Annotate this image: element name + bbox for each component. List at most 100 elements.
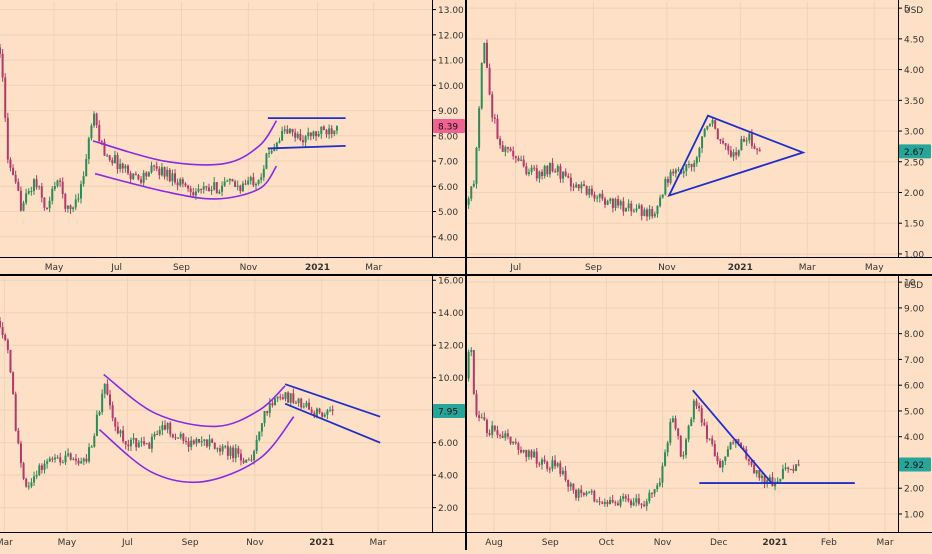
candle-body [98, 411, 101, 415]
candle-body [155, 166, 158, 169]
candle-body [609, 499, 612, 505]
candle-body [72, 207, 75, 210]
time-tick-label: Nov [654, 538, 672, 548]
candle-body [792, 468, 795, 471]
candle-body [548, 162, 551, 175]
candle-body [619, 498, 622, 506]
candle-body [158, 430, 161, 435]
chart-svg-top-left[interactable]: 4.00 5.00 6.00 7.00 8.00 9.00 10.00 11.00 12.00 1… [0, 0, 466, 275]
candle-body [252, 177, 255, 186]
candle-body [171, 434, 174, 438]
candle-body [755, 470, 758, 474]
candle-body [300, 398, 303, 408]
candle-body [25, 478, 28, 487]
candle-body [187, 441, 190, 447]
chart-pane-bottom-right[interactable]: 1.002.003.004.005.006.007.008.009.0010US… [465, 275, 932, 550]
candle-body [177, 437, 180, 439]
candle-body [729, 150, 732, 157]
chart-pane-top-right[interactable]: 1.00 1.50 2.00 2.50 3.00 3.50 4.00 4.50 5 USD 2.67… [465, 0, 932, 275]
pattern-line-3[interactable] [267, 145, 346, 150]
candle-body [656, 485, 659, 490]
candle-body [674, 169, 677, 174]
candle-body [596, 197, 599, 199]
candle-body [643, 504, 646, 507]
candle-body [43, 197, 46, 208]
candle-body [265, 153, 268, 169]
time-tick-label: Sep [173, 263, 190, 273]
price-tick-label: 14.00 [438, 309, 464, 319]
candle-body [51, 188, 54, 201]
candle-body [724, 143, 727, 146]
chart-svg-bottom-right[interactable]: 1.002.003.004.005.006.007.008.009.0010US… [465, 275, 932, 550]
pattern-line-0[interactable] [103, 373, 286, 428]
candle-body [202, 186, 205, 190]
candle-body [134, 173, 137, 176]
candle-body [153, 433, 156, 437]
candle-body [4, 77, 7, 118]
candle-body [132, 438, 135, 440]
candle-body [478, 415, 481, 418]
pattern-line-0[interactable] [92, 120, 278, 166]
candle-body [719, 461, 722, 468]
time-tick-label: Sep [585, 263, 602, 273]
candle-body [80, 461, 83, 464]
pattern-line-0[interactable] [692, 389, 774, 485]
price-tick-label: 13.00 [438, 6, 464, 16]
candle-body [692, 400, 695, 420]
pattern-line-1[interactable] [98, 416, 295, 484]
time-tick-label: Jul [110, 263, 122, 273]
candle-body [787, 467, 790, 470]
candle-body [95, 414, 98, 436]
candle-body [645, 501, 648, 507]
candle-body [653, 489, 656, 494]
candle-body [522, 450, 525, 453]
candle-body [551, 162, 554, 172]
candle-body [210, 189, 213, 192]
candle-body [56, 180, 59, 187]
pattern-line-0[interactable] [667, 114, 806, 198]
candle-body [768, 477, 771, 481]
candle-body [189, 188, 192, 193]
candle-body [556, 463, 559, 467]
pane-divider-horizontal[interactable] [0, 274, 932, 276]
candle-body [211, 439, 214, 443]
candle-body [740, 442, 743, 448]
candle-body [182, 433, 185, 442]
candle-body [627, 203, 630, 209]
candle-body [666, 442, 669, 453]
candle-body [30, 482, 33, 487]
candle-body [19, 443, 22, 464]
candle-body [195, 439, 198, 444]
candle-body [735, 152, 738, 156]
candle-body [275, 142, 278, 149]
candle-body [241, 183, 244, 192]
pattern-line-2[interactable] [284, 383, 381, 418]
candle-body [687, 164, 690, 166]
candle-body [313, 412, 316, 417]
chart-svg-bottom-left[interactable]: 2.004.006.008.0010.0012.0014.0016.007.95… [0, 275, 466, 550]
candle-body [499, 434, 502, 436]
candle-body [677, 169, 680, 171]
candle-body [140, 179, 143, 183]
candle-body [158, 168, 161, 176]
candle-body [74, 458, 77, 461]
candle-body [223, 181, 226, 186]
pattern-line-1[interactable] [94, 165, 278, 200]
chart-pane-top-left[interactable]: 4.00 5.00 6.00 7.00 8.00 9.00 10.00 11.00 12.00 1… [0, 0, 466, 275]
candle-body [244, 183, 247, 185]
candle-body [200, 188, 203, 190]
candle-body [603, 501, 606, 504]
candle-body [260, 423, 263, 432]
candle-body [192, 440, 195, 444]
candle-body [283, 129, 286, 131]
candle-body [604, 198, 607, 205]
candle-body [219, 448, 222, 452]
candle-body [121, 163, 124, 169]
chart-pane-bottom-left[interactable]: 2.004.006.008.0010.0012.0014.0016.007.95… [0, 275, 466, 550]
pattern-line-3[interactable] [284, 402, 381, 444]
candle-body [90, 125, 93, 139]
candle-body [245, 459, 248, 463]
price-tick-label: 6.00 [438, 183, 458, 193]
